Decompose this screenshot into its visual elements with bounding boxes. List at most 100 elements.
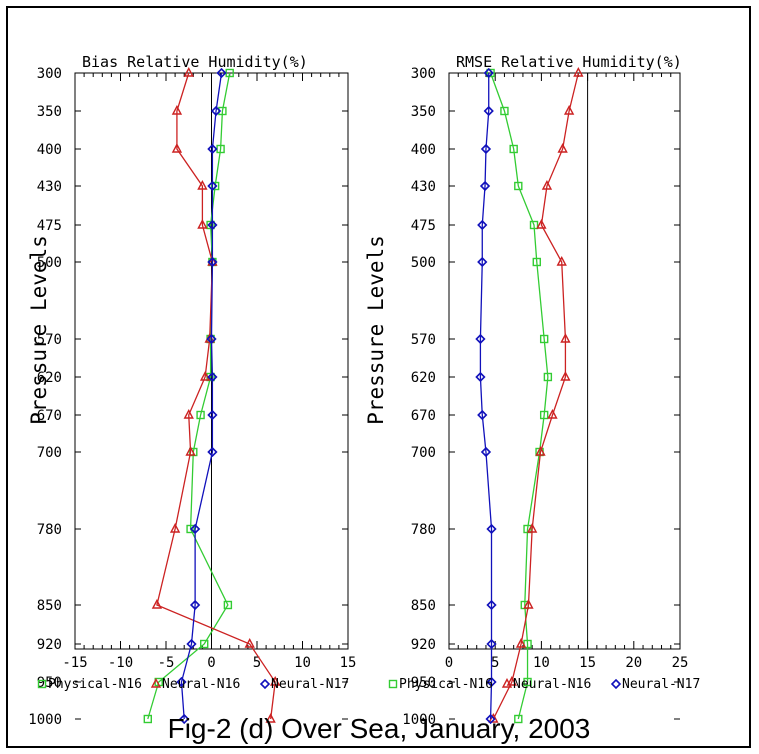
x-tick-label: 10 [533,655,550,671]
data-point-neural-n16 [547,409,558,419]
legend-label: Physical-N16 [48,677,142,692]
data-point-neural-n16 [563,105,575,115]
data-point-physical-n16 [543,372,553,382]
data-point-physical-n16 [210,181,220,191]
y-tick-label: 350 [411,104,436,120]
data-point-physical-n16 [539,410,549,420]
plot-area [448,72,681,650]
data-point-physical-n16 [200,639,209,649]
data-point-physical-n16 [143,714,153,724]
legend-label: Neural-N16 [162,677,240,692]
data-point-neural-n17 [480,143,492,155]
data-point-physical-n16 [514,714,523,724]
data-point-neural-n17 [189,523,201,535]
data-point-neural-n17 [206,333,217,345]
bias-panel: Bias Relative Humidity(%) Pressure Levels… [27,53,356,728]
figure-frame [6,6,751,748]
data-point-neural-n16 [535,446,546,456]
x-tick-label: -10 [108,655,133,671]
data-point-neural-n17 [210,105,222,117]
y-tick-label: 400 [411,142,436,158]
x-tick-label: 0 [445,655,453,671]
data-point-physical-n16 [509,144,518,154]
data-point-neural-n16 [556,256,567,266]
data-point-neural-n16 [541,180,553,190]
data-point-physical-n16 [514,181,523,191]
figure-caption: Fig-2 (d) Over Sea, January, 2003 [168,713,591,744]
data-point-physical-n16 [529,220,539,230]
x-tick-label: 20 [625,655,642,671]
data-point-neural-n16 [197,219,208,229]
x-tick-label: 0 [207,655,215,671]
data-point-neural-n17 [207,219,218,231]
x-tick-label: 10 [294,655,311,671]
legend-marker-physical-n16 [37,679,47,689]
y-tick-label: 920 [411,637,436,653]
y-tick-label: 500 [37,255,62,271]
data-point-neural-n17 [207,180,218,192]
data-point-physical-n16 [523,677,532,687]
data-point-neural-n16 [197,180,208,190]
data-point-physical-n16 [532,257,541,267]
legend-marker-neural-n16 [501,678,513,688]
data-point-neural-n16 [199,371,211,381]
legend-marker-physical-n16 [388,679,398,689]
data-point-neural-n17 [216,67,227,79]
data-point-neural-n17 [479,180,491,192]
data-point-neural-n16 [536,219,547,229]
y-tick-label: 430 [37,179,62,195]
y-tick-label: 500 [411,255,436,271]
legend-label: Neural-N17 [271,677,349,692]
data-point-physical-n16 [539,334,549,344]
y-tick-label: 700 [37,445,62,461]
data-point-neural-n16 [573,67,584,77]
data-point-neural-n16 [523,599,534,609]
data-point-neural-n16 [526,523,538,533]
data-point-neural-n16 [506,676,517,686]
series-line-physical-n16 [489,72,549,720]
data-point-neural-n17 [176,676,187,688]
y-tick-label: 850 [411,598,436,614]
y-tick-label: 780 [411,522,436,538]
x-tick-label: 15 [579,655,596,671]
data-point-neural-n17 [207,409,218,421]
y-tick-label: 670 [37,408,62,424]
data-point-neural-n17 [485,713,496,725]
data-point-physical-n16 [486,68,495,78]
data-point-physical-n16 [206,220,215,230]
data-point-neural-n17 [477,409,488,421]
data-point-neural-n16 [244,638,255,648]
data-point-neural-n17 [475,333,486,345]
data-point-physical-n16 [500,106,509,116]
series-line-physical-n16 [147,72,231,720]
data-point-neural-n17 [483,67,494,79]
y-tick-label: 780 [37,522,62,538]
data-point-neural-n17 [477,256,488,268]
series-line-neural-n16 [156,72,276,720]
legend-label: Physical-N16 [399,677,493,692]
x-tick-label: 5 [491,655,499,671]
data-point-neural-n16 [183,409,194,419]
chart-title: Bias Relative Humidity(%) [82,53,308,71]
data-point-neural-n16 [151,599,163,609]
y-tick-label: 620 [411,370,436,386]
y-tick-label: 1000 [28,712,62,728]
y-tick-label: 620 [37,370,62,386]
x-tick-label: 25 [672,655,689,671]
data-point-neural-n17 [486,676,497,688]
data-point-physical-n16 [196,410,205,420]
x-tick-label: 5 [253,655,261,671]
data-point-neural-n17 [486,599,497,611]
y-tick-label: 475 [37,218,62,234]
y-axis-label: Pressure Levels [364,235,388,425]
data-point-neural-n16 [265,713,276,723]
data-point-neural-n17 [179,713,190,725]
bias-legend: Physical-N16 Neural-N16 Neural-N17 [37,677,349,692]
data-point-neural-n16 [488,713,499,723]
chart-title: RMSE Relative Humidity(%) [456,53,682,71]
rmse-legend: Physical-N16 Neural-N16 Neural-N17 [388,677,700,692]
data-point-neural-n17 [189,599,201,611]
x-tick-label: -5 [158,655,175,671]
legend-label: Neural-N16 [513,677,591,692]
